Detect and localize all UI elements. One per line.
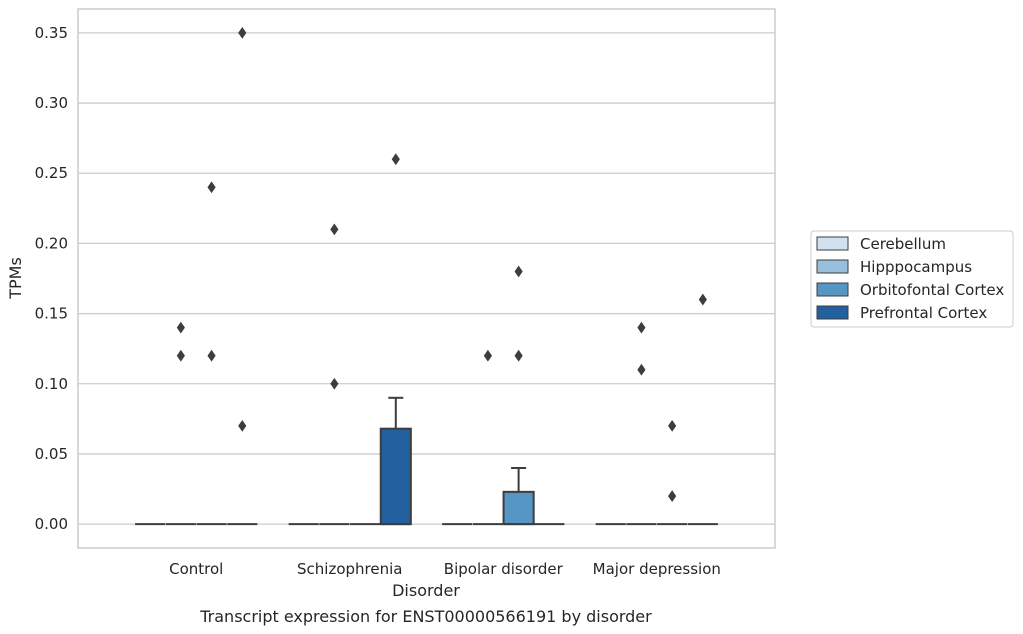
x-tick-label: Bipolar disorder [444, 560, 564, 578]
legend-swatch [816, 305, 849, 320]
outlier-point [238, 419, 247, 432]
outlier-point [668, 490, 677, 502]
y-tick-labels: 0.00 0.05 0.10 0.15 0.20 0.25 0.30 0.35 [35, 24, 68, 533]
y-tick-label: 0.10 [35, 375, 68, 393]
outlier-point [176, 321, 185, 334]
y-tick-label: 0.30 [35, 94, 68, 112]
legend-entry: Cerebellum [860, 235, 946, 253]
outlier-point [668, 419, 677, 432]
legend-entry: Prefrontal Cortex [860, 304, 987, 322]
outlier-point [330, 377, 339, 390]
plot-area [77, 8, 776, 549]
x-tick-label: Major depression [593, 560, 721, 578]
legend-entry: Orbitofontal Cortex [860, 281, 1004, 299]
legend-entry: Hipppocampus [860, 258, 972, 276]
y-tick-label: 0.35 [35, 24, 68, 42]
outlier-point [207, 349, 216, 362]
legend-swatch [816, 282, 849, 297]
legend-frame [810, 230, 1014, 328]
outlier-point [238, 26, 247, 39]
box [379, 427, 412, 526]
legend: Cerebellum Hipppocampus Orbitofontal Corte… [810, 230, 1014, 328]
outlier-point [514, 265, 523, 278]
legend-swatch [816, 259, 849, 274]
y-tick-label: 0.25 [35, 164, 68, 182]
outliers [176, 26, 707, 502]
y-tick-label: 0.00 [35, 515, 68, 533]
x-tick-label: Control [169, 560, 223, 578]
x-tick-label: Schizophrenia [297, 560, 402, 578]
outlier-point [207, 181, 216, 194]
outlier-point [330, 223, 339, 236]
y-tick-label: 0.15 [35, 305, 68, 323]
y-gridlines [78, 32, 775, 525]
outlier-point [698, 293, 707, 306]
outlier-point [637, 363, 646, 376]
outlier-point [483, 349, 492, 362]
x-axis-label: Disorder [392, 581, 460, 600]
x-tick-labels: Control Schizophrenia Bipolar disorder Majo… [169, 560, 721, 578]
box [502, 490, 535, 526]
y-axis-label: TPMs [6, 257, 25, 300]
outlier-point [514, 349, 523, 362]
boxes [135, 396, 718, 526]
outlier-point [637, 321, 646, 334]
legend-swatch [816, 236, 849, 251]
outlier-point [176, 349, 185, 362]
chart-caption: Transcript expression for ENST0000056619… [199, 607, 652, 626]
y-tick-label: 0.05 [35, 445, 68, 463]
y-tick-label: 0.20 [35, 234, 68, 252]
outlier-point [391, 153, 400, 166]
